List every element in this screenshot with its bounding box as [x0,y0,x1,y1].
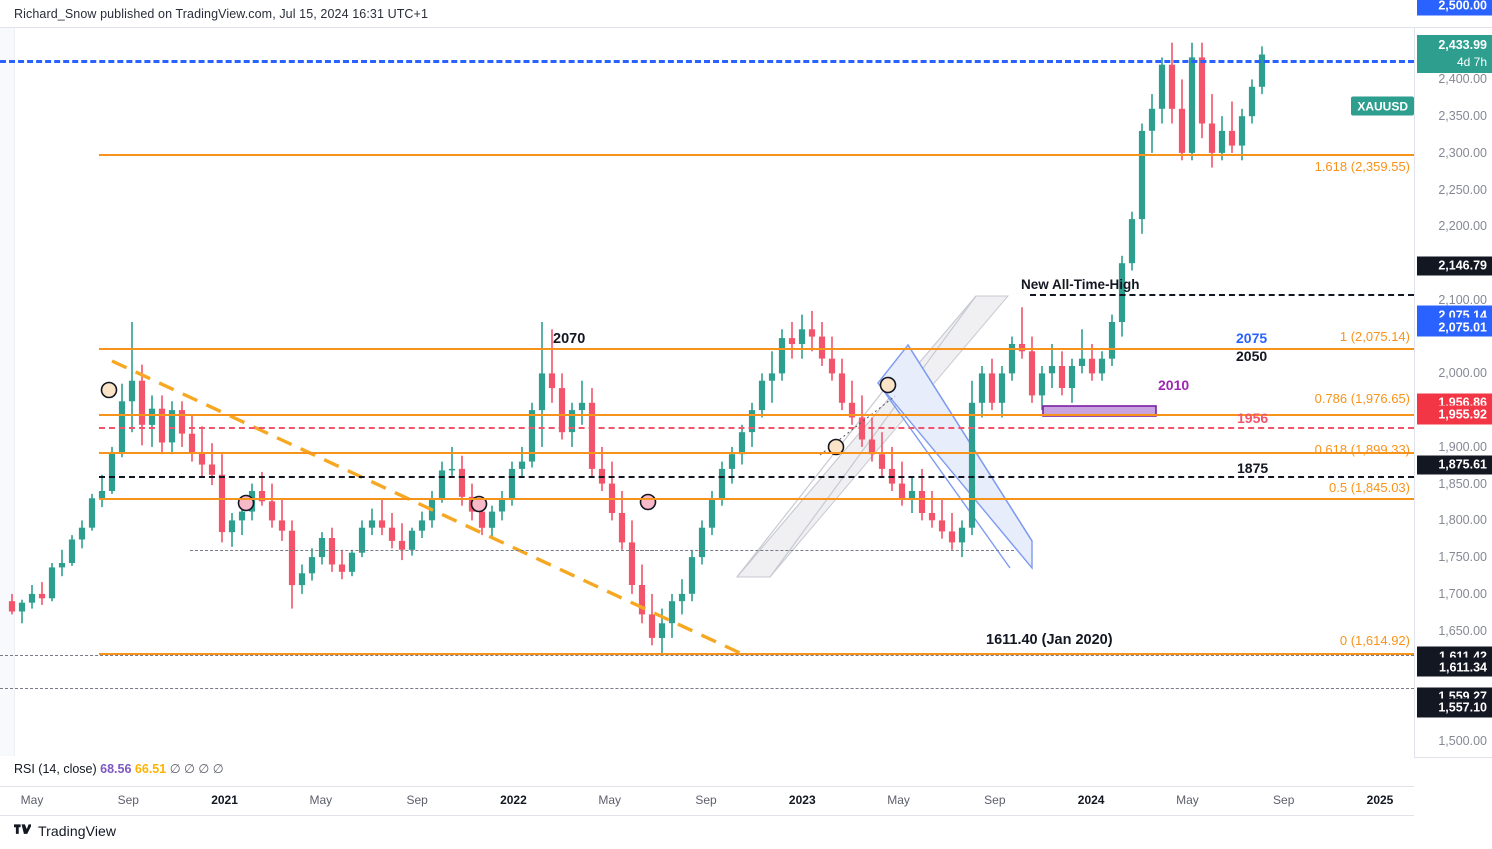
time-tick: May [887,793,910,807]
annotation-1956: 1956 [1237,410,1269,426]
price-tick: 1,900.00 [1438,439,1487,454]
fib-label-0618: 0.618 (1,899.33) [1314,442,1410,457]
time-tick: 2022 [500,793,527,807]
price-scale-label-value: 1,875.61 [1438,457,1487,472]
time-tick: May [1176,793,1199,807]
price-scale-label[interactable]: 2,146.79 [1417,256,1492,276]
annotation-1875: 1875 [1237,460,1269,476]
rsi-pane[interactable] [0,756,1414,786]
time-scale[interactable]: May Sep 2021 May Sep 2022 May Sep 2023 May Sep 2024… [0,786,1414,816]
time-tick: Sep [1273,793,1295,807]
annotation-2070: 2070 [553,331,586,347]
level-line-0786-fib[interactable] [99,414,1414,416]
price-scale-label-value: 2,146.79 [1438,258,1487,273]
rsi-value-secondary: 66.51 [134,762,167,776]
price-scale-label[interactable]: 1,611.34 [1417,657,1492,677]
price-scale-label-value: 1,955.92 [1438,407,1487,422]
price-tick: 1,500.00 [1438,733,1487,748]
rsi-empty-values: ∅ ∅ ∅ ∅ [169,762,224,776]
time-tick: May [309,793,333,807]
tradingview-logo[interactable]: TradingView [14,823,116,839]
time-tick: Sep [117,793,139,807]
price-scale-label-value: 1,557.10 [1438,700,1487,715]
annotation-2050: 2050 [1236,348,1268,364]
price-scale-label-value: 2,433.99 [1438,38,1487,53]
price-scale-label[interactable]: 1,875.61 [1417,455,1492,475]
price-scale-label[interactable]: 2,075.01 [1417,317,1492,337]
price-tick: 2,250.00 [1438,182,1487,197]
price-tick: 2,000.00 [1438,366,1487,381]
fib-label-1: 1 (2,075.14) [1339,329,1410,344]
tradingview-glyph-icon [14,824,31,834]
annotation-2075: 2075 [1236,330,1268,346]
price-tick: 2,350.00 [1438,109,1487,124]
rsi-legend[interactable]: RSI (14, close) 68.56 66.51 ∅ ∅ ∅ ∅ [14,761,224,776]
time-tick: Sep [984,793,1006,807]
price-scale-label[interactable]: 2,433.99 4d 7h [1417,35,1492,74]
level-line-1752-minor-2[interactable] [640,550,1014,551]
time-tick: 2025 [1366,793,1394,807]
rsi-value-primary: 68.56 [100,762,132,776]
fib-label-1618: 1.618 (2,359.55) [1314,159,1410,174]
price-tick: 2,300.00 [1438,145,1487,160]
left-gutter [0,28,15,757]
price-tick: 2,200.00 [1438,219,1487,234]
annotation-jan-2020-low: 1611.40 (Jan 2020) [986,632,1113,648]
level-line-2500[interactable] [0,60,1414,63]
price-scale-label-value: 2,075.01 [1438,320,1487,335]
level-line-0618-fib[interactable] [99,452,1414,454]
price-tick: 1,750.00 [1438,550,1487,565]
level-line-2075-fib1[interactable] [99,348,1414,350]
time-tick: Sep [406,793,428,807]
price-scale-label[interactable]: 1,557.10 [1417,698,1492,718]
publisher-attribution: Richard_Snow published on TradingView.co… [14,7,429,21]
time-tick: 2021 [211,793,238,807]
price-scale-countdown: 4d 7h [1456,55,1487,70]
candle-series [8,42,1266,656]
level-line-1618-fib[interactable] [99,154,1414,156]
price-chart-pane[interactable]: 1.618 (2,359.55) New All-Time-High 1 (2,… [0,27,1414,758]
price-scale[interactable]: USD 2,450.002,400.002,350.002,300.002,25… [1414,0,1492,758]
price-tick: 1,700.00 [1438,586,1487,601]
symbol-price-tag[interactable]: XAUUSD [1351,96,1414,116]
time-tick: Sep [695,793,717,807]
price-tick: 1,850.00 [1438,476,1487,491]
price-tick: 2,400.00 [1438,72,1487,87]
time-tick: May [20,793,44,807]
price-tick: 1,800.00 [1438,513,1487,528]
price-scale-label[interactable]: 1,955.92 [1417,405,1492,425]
tradingview-wordmark: TradingView [38,823,117,839]
price-scale-label[interactable]: 2,500.00 [1417,0,1492,16]
time-tick: 2023 [788,793,816,807]
level-line-1956[interactable] [99,427,1414,429]
time-tick: May [598,793,622,807]
level-line-ath-2146[interactable] [1030,294,1414,296]
level-line-1611-support[interactable] [0,655,1414,656]
fib-label-0786: 0.786 (1,976.65) [1314,391,1410,406]
annotation-2010: 2010 [1158,377,1190,393]
level-line-05-fib[interactable] [99,498,1414,500]
price-scale-label-value: 2,500.00 [1438,0,1487,13]
level-line-0-fib[interactable] [99,653,1414,655]
level-line-1875[interactable] [99,476,1414,478]
candlestick-canvas [8,42,1266,656]
fib-label-05: 0.5 (1,845.03) [1329,480,1410,495]
price-tick: 2,100.00 [1438,292,1487,307]
price-scale-label-value: 1,611.34 [1439,660,1487,675]
level-line-1752-minor[interactable] [190,550,654,551]
rsi-title: RSI (14, close) [14,762,97,776]
level-line-1557-support[interactable] [0,688,1414,689]
time-tick: 2024 [1077,793,1105,807]
price-tick: 1,650.00 [1438,623,1487,638]
annotation-new-all-time-high: New All-Time-High [1021,277,1140,292]
fib-label-0: 0 (1,614.92) [1339,633,1410,648]
